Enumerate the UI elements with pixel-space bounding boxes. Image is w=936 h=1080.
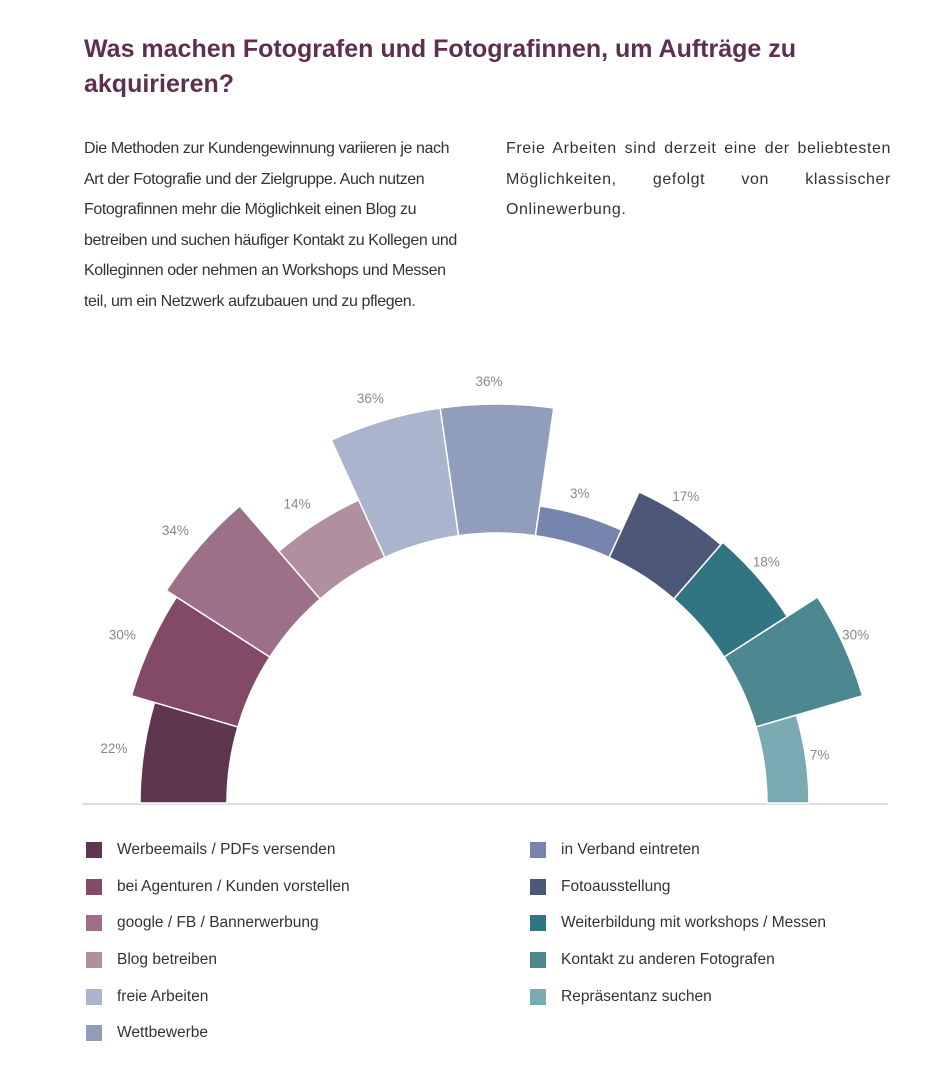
bar-segment — [165, 504, 322, 659]
data-label: 22% — [100, 741, 127, 756]
data-label: 34% — [162, 523, 189, 538]
bar-segment — [723, 595, 864, 728]
data-label: 30% — [109, 628, 136, 643]
legend-label: Fotoausstellung — [561, 877, 671, 895]
legend-swatch — [86, 915, 102, 932]
legend-swatch — [530, 878, 546, 895]
legend-item: Kontakt zu anderen Fotografen — [530, 942, 826, 979]
legend-label: Blog betreiben — [117, 951, 217, 969]
intro-paragraph-left: Die Methoden zur Kundengewinnung variier… — [84, 140, 457, 310]
legend-item: Weiterbildung mit workshops / Messen — [530, 905, 826, 942]
bar-segment — [439, 403, 555, 537]
data-label: 7% — [810, 747, 830, 762]
legend-label: freie Arbeiten — [117, 987, 209, 1005]
legend-item: Wettbewerbe — [86, 1015, 350, 1052]
legend-item: Werbeemails / PDFs versenden — [86, 832, 350, 869]
legend-item: google / FB / Bannerwerbung — [86, 905, 350, 942]
legend-item: in Verband eintreten — [530, 832, 826, 869]
data-label: 36% — [357, 391, 384, 406]
legend-label: Wettbewerbe — [117, 1024, 209, 1042]
legend-item: bei Agenturen / Kunden vorstellen — [86, 869, 350, 906]
data-label: 36% — [475, 374, 502, 389]
data-label: 17% — [672, 489, 699, 504]
legend-label: bei Agenturen / Kunden vorstellen — [117, 877, 350, 895]
legend-item: Fotoausstellung — [530, 869, 826, 906]
legend-label: in Verband eintreten — [561, 841, 700, 859]
legend-swatch — [530, 842, 546, 859]
legend-label: google / FB / Bannerwerbung — [117, 914, 319, 932]
legend-swatch — [86, 842, 102, 859]
data-label: 14% — [284, 496, 311, 511]
legend-label: Kontakt zu anderen Fotografen — [561, 951, 775, 969]
legend-left: Werbeemails / PDFs versenden bei Agenture… — [86, 832, 350, 1052]
bar-segment — [534, 505, 623, 559]
data-label: 3% — [570, 486, 590, 501]
legend-item: Blog betreiben — [86, 942, 350, 979]
legend-swatch — [86, 952, 102, 969]
legend-label: Werbeemails / PDFs versenden — [117, 841, 336, 859]
legend-item: Repräsentanz suchen — [530, 978, 826, 1015]
legend-right: in Verband eintreten Fotoausstellung Weite… — [530, 832, 826, 1015]
intro-paragraph-right: Freie Arbeiten sind derzeit eine der bel… — [506, 140, 891, 218]
legend-swatch — [530, 952, 546, 969]
legend-label: Weiterbildung mit workshops / Messen — [561, 914, 827, 932]
legend-label: Repräsentanz suchen — [561, 987, 712, 1005]
data-label: 30% — [842, 628, 869, 643]
bar-segment — [755, 714, 810, 804]
legend-swatch — [86, 988, 102, 1005]
legend-swatch — [86, 878, 102, 895]
radial-bar-chart: 22% 30% 34% 14% 36% 36% 3% 17% 18% 30% 7% — [82, 374, 888, 805]
legend-swatch — [530, 988, 546, 1005]
legend-swatch — [86, 1025, 102, 1042]
legend-item: freie Arbeiten — [86, 978, 350, 1015]
data-label: 18% — [753, 555, 780, 570]
legend-swatch — [530, 915, 546, 932]
page-title: Was machen Fotografen und Fotografinnen,… — [84, 35, 797, 98]
